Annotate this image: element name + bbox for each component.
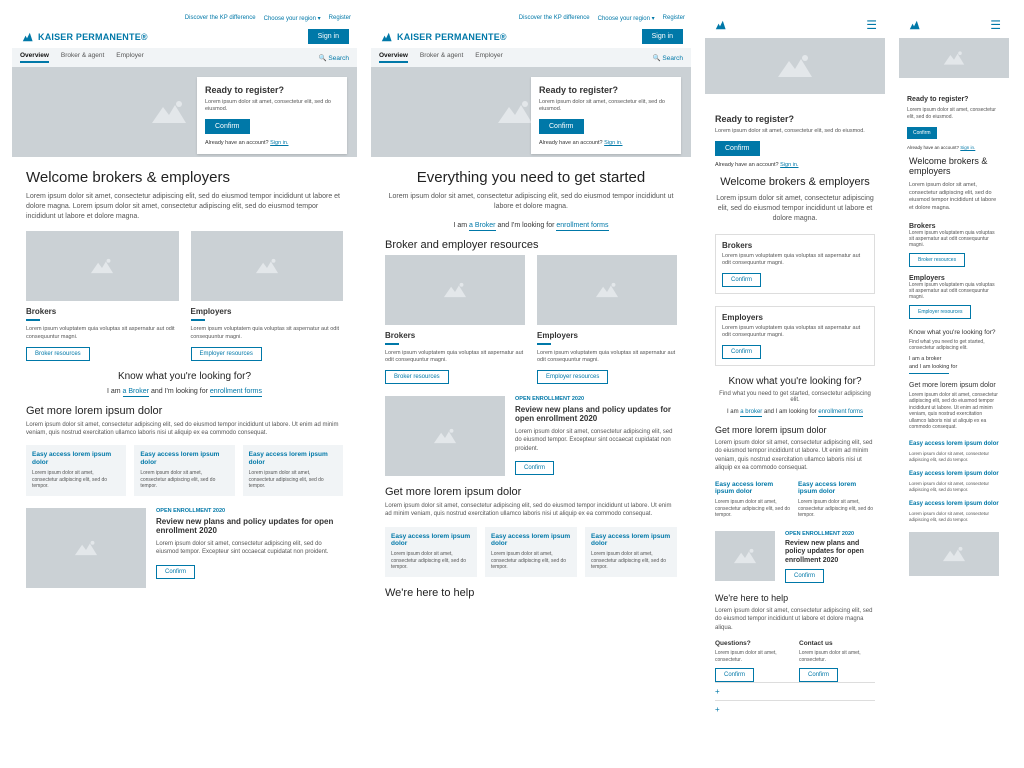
cta-signin-link[interactable]: Sign in.: [270, 140, 288, 146]
enrollment-promo: OPEN ENROLLMENT 2020 Review new plans an…: [26, 508, 343, 588]
accordion-row[interactable]: +: [715, 682, 875, 700]
wireframe-tablet: ☰ Ready to register?Lorem ipsum dolor si…: [705, 12, 885, 756]
region-select[interactable]: Choose your region ▾: [264, 15, 321, 22]
accordion-row[interactable]: +: [715, 700, 875, 718]
cta-title: Ready to register?: [205, 85, 339, 95]
already-text: Already have an account? Sign in.: [205, 140, 339, 146]
image-placeholder-icon: [254, 257, 280, 275]
tab-broker[interactable]: Broker & agent: [61, 52, 104, 63]
welcome-lead: Lorem ipsum dolor sit amet, consectetur …: [26, 192, 343, 221]
getmore-body: Lorem ipsum dolor sit amet, consectetur …: [26, 421, 343, 438]
utility-bar: Discover the KP difference Choose your r…: [12, 12, 357, 25]
easy-card[interactable]: Easy access lorem ipsum dolorLorem ipsum…: [243, 445, 343, 495]
employer-resources-button[interactable]: Employer resources: [191, 347, 262, 361]
tab-overview[interactable]: Overview: [20, 52, 49, 63]
nav-bar: Overview Broker & agent Employer 🔍 Searc…: [12, 48, 357, 67]
i-am-picker: I am a Broker and I'm looking for enroll…: [26, 388, 343, 395]
register-link[interactable]: Register: [329, 15, 351, 22]
hamburger-icon[interactable]: ☰: [866, 18, 877, 32]
header: KAISER PERMANENTE® Sign in: [12, 25, 357, 48]
cta-confirm-button[interactable]: Confirm: [205, 119, 250, 134]
brokers-card: Brokers Lorem ipsum voluptatem quia volu…: [26, 231, 179, 360]
signin-button[interactable]: Sign in: [642, 29, 683, 44]
employers-card: Employers Lorem ipsum voluptatem quia vo…: [191, 231, 344, 360]
wireframe-mobile: ☰ Ready to register?Lorem ipsum dolor si…: [899, 12, 1009, 756]
wireframe-desktop-a: Discover the KP difference Choose your r…: [12, 12, 357, 756]
image-placeholder-icon: [495, 99, 535, 125]
register-card: Ready to register? Lorem ipsum dolor sit…: [197, 77, 347, 154]
iam-broker-select[interactable]: a Broker: [123, 388, 149, 397]
image-placeholder-icon: [73, 539, 99, 557]
broker-resources-button[interactable]: Broker resources: [26, 347, 90, 361]
search-link[interactable]: 🔍 Search: [319, 54, 350, 62]
easy-card[interactable]: Easy access lorem ipsum dolorLorem ipsum…: [134, 445, 234, 495]
easy-card[interactable]: Easy access lorem ipsum dolorLorem ipsum…: [26, 445, 126, 495]
getmore-heading: Get more lorem ipsum dolor: [26, 405, 343, 417]
logo[interactable]: [713, 19, 727, 31]
know-heading: Know what you're looking for?: [26, 371, 343, 382]
logo[interactable]: KAISER PERMANENTE®: [20, 31, 148, 43]
image-placeholder-icon: [89, 257, 115, 275]
welcome-heading: Welcome brokers & employers: [26, 169, 343, 186]
image-placeholder-icon: [149, 99, 189, 125]
hamburger-icon[interactable]: ☰: [990, 18, 1001, 32]
iam-forms-select[interactable]: enrollment forms: [210, 388, 262, 397]
hero: Ready to register? Lorem ipsum dolor sit…: [12, 67, 357, 157]
kp-difference-link[interactable]: Discover the KP difference: [185, 15, 256, 22]
wireframe-desktop-b: Discover the KP differenceChoose your re…: [371, 12, 691, 756]
signin-button[interactable]: Sign in: [308, 29, 349, 44]
enroll-confirm-button[interactable]: Confirm: [156, 565, 195, 579]
logo[interactable]: KAISER PERMANENTE®: [379, 31, 507, 43]
cta-body: Lorem ipsum dolor sit amet, consectetur …: [205, 99, 339, 113]
tab-employer[interactable]: Employer: [116, 52, 143, 63]
